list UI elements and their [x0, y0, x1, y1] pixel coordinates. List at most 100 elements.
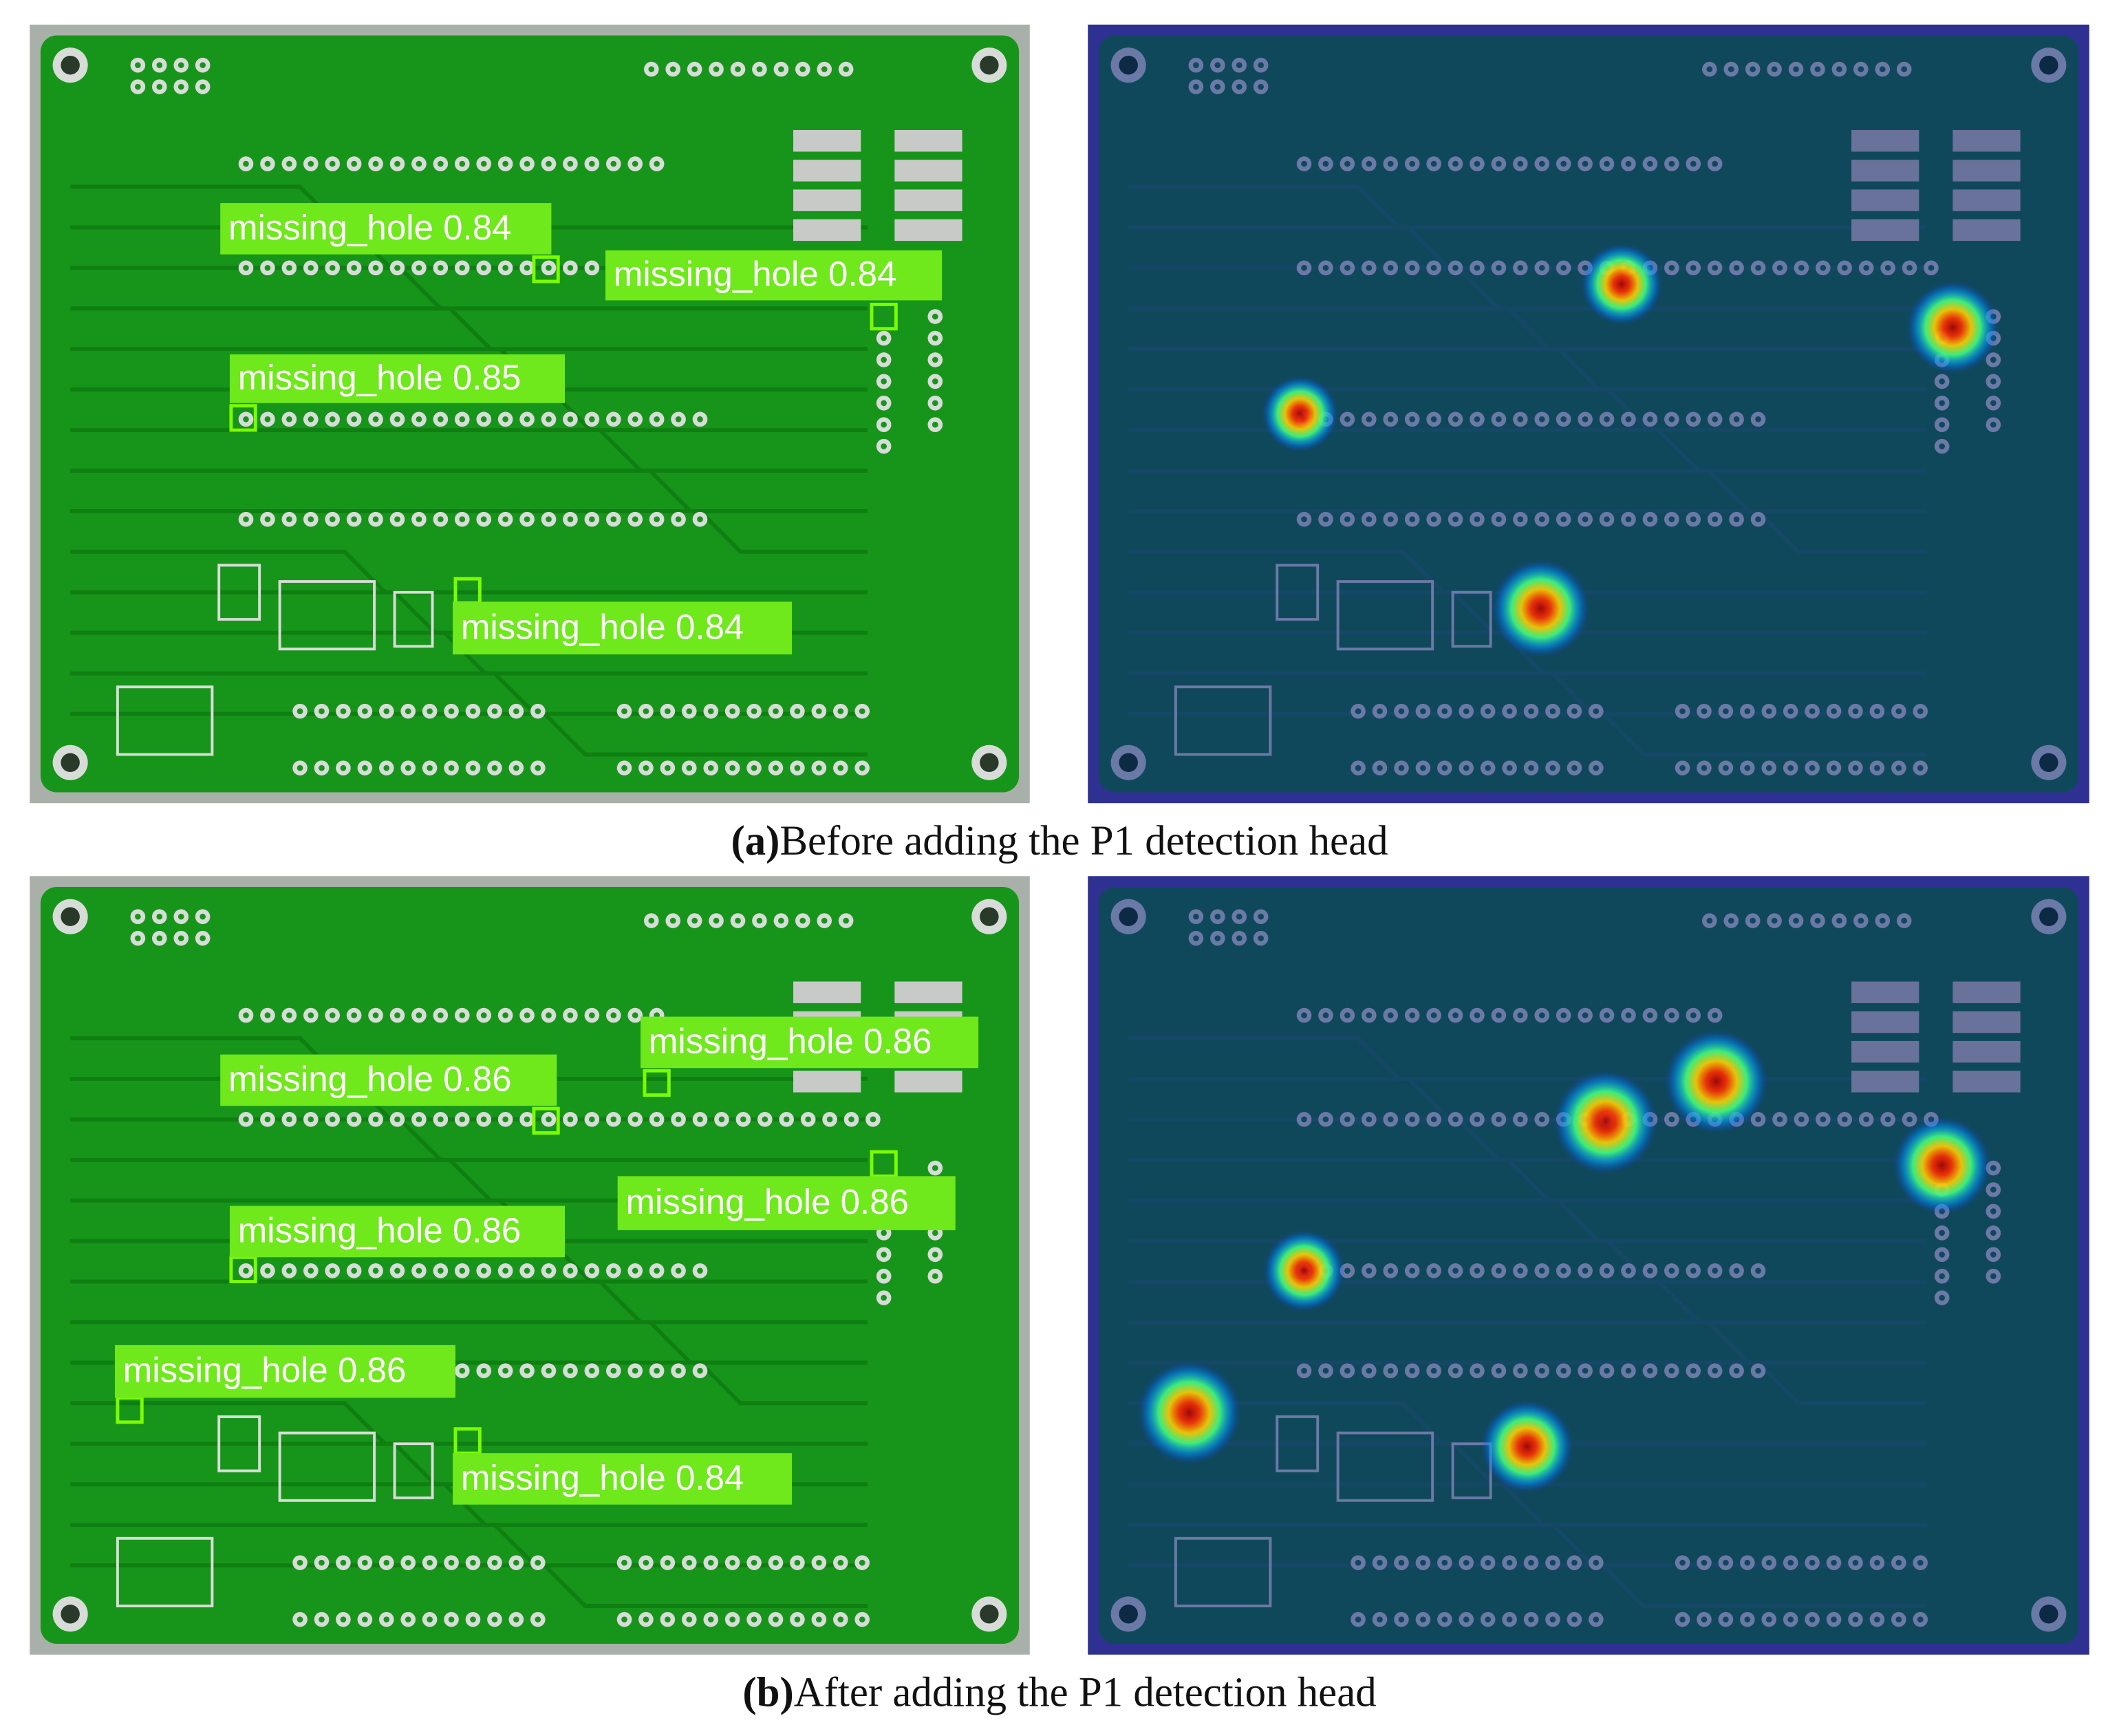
- pad-hole: [297, 708, 303, 714]
- pad-hole: [1301, 1116, 1307, 1123]
- pad-hole: [264, 265, 271, 271]
- trace: [70, 306, 868, 352]
- pad-hole: [1755, 1267, 1761, 1274]
- trace: [1128, 347, 1928, 392]
- pad-hole: [1582, 416, 1589, 422]
- caption: (a)Before adding the P1 detection head: [731, 818, 1388, 864]
- pad-hole: [816, 1616, 822, 1622]
- pad-hole: [1452, 416, 1459, 422]
- pad-hole: [1668, 416, 1675, 422]
- pad-hole: [1852, 1559, 1859, 1566]
- pad-hole: [1990, 400, 1997, 407]
- pad-hole: [1765, 1616, 1772, 1622]
- detection-box: [870, 302, 898, 331]
- pad-hole: [632, 416, 638, 422]
- caption-label: (a): [731, 818, 779, 864]
- pad-hole: [1496, 416, 1502, 422]
- pad-hole: [394, 416, 400, 422]
- pad-hole: [632, 1267, 638, 1274]
- pad-hole: [297, 1616, 303, 1622]
- pad-hole: [1387, 1367, 1394, 1374]
- pad-hole: [1744, 764, 1751, 771]
- pad-hole: [654, 1116, 660, 1123]
- pad-hole: [1258, 913, 1264, 920]
- detection-box: [643, 1069, 671, 1097]
- pad-hole: [156, 935, 163, 941]
- pad-hole: [340, 708, 347, 714]
- pad-hole: [1355, 1616, 1362, 1622]
- pad-hole: [286, 1012, 292, 1018]
- detection: missing_hole 0.86: [641, 1016, 979, 1097]
- pad-hole: [805, 1116, 811, 1123]
- pad-hole: [1420, 708, 1426, 714]
- pad-hole: [394, 160, 400, 167]
- pad-hole: [1538, 1116, 1545, 1123]
- pad-hole: [1728, 66, 1734, 72]
- pad-hole: [1344, 1267, 1351, 1274]
- pad-hole: [491, 1559, 498, 1566]
- pad-hole: [1236, 935, 1243, 941]
- pad-hole: [200, 935, 206, 941]
- pad-hole: [1355, 708, 1362, 714]
- pad-hole: [524, 1012, 530, 1018]
- pad-hole: [491, 708, 498, 714]
- pad-hole: [799, 66, 806, 72]
- pad-hole: [1258, 62, 1264, 69]
- pad-hole: [394, 1012, 400, 1018]
- pad-hole: [1463, 708, 1470, 714]
- smd-part: [894, 189, 962, 211]
- pad-hole: [1452, 265, 1459, 271]
- component: [1276, 564, 1320, 621]
- pad-hole: [589, 160, 595, 167]
- pcb-image: [30, 876, 1030, 1655]
- heat-spot: [1893, 1116, 1991, 1214]
- pad-hole: [135, 62, 141, 69]
- pad-hole: [837, 708, 844, 714]
- pad-hole: [567, 1116, 574, 1123]
- pad-hole: [697, 1367, 703, 1374]
- pad-hole: [1787, 1616, 1794, 1622]
- pad-hole: [837, 1559, 844, 1566]
- pad-hole: [1679, 1559, 1686, 1566]
- pad-hole: [1441, 1616, 1448, 1622]
- heat-spot: [1553, 1071, 1657, 1174]
- pad-hole: [243, 416, 249, 422]
- pad-hole: [697, 1267, 703, 1274]
- pad-hole: [546, 516, 552, 523]
- pad-hole: [480, 160, 487, 167]
- pad-hole: [773, 764, 779, 771]
- pad-hole: [1236, 62, 1243, 69]
- pad-hole: [264, 516, 271, 523]
- pad-hole: [491, 1616, 498, 1622]
- pad-hole: [513, 764, 519, 771]
- pad-hole: [1355, 1559, 1362, 1566]
- trace: [70, 1523, 868, 1568]
- pad-hole: [383, 1616, 390, 1622]
- pad-hole: [1322, 265, 1329, 271]
- pad-hole: [610, 160, 617, 167]
- pad-hole: [837, 764, 844, 771]
- pad-hole: [1939, 1230, 1946, 1236]
- pad-hole: [480, 516, 487, 523]
- pad-hole: [1549, 708, 1556, 714]
- pad-hole: [1776, 265, 1783, 271]
- mount-hole-center: [1119, 1605, 1138, 1624]
- pad-hole: [1755, 1367, 1761, 1374]
- pad-hole: [1690, 160, 1697, 167]
- smd-part: [894, 981, 962, 1003]
- smd-part: [894, 160, 962, 182]
- pad-hole: [1582, 516, 1589, 523]
- pad-hole: [546, 1012, 552, 1018]
- pad-hole: [1517, 160, 1524, 167]
- pad-hole: [1690, 1012, 1697, 1018]
- pad-hole: [1690, 1267, 1697, 1274]
- pad-hole: [438, 416, 444, 422]
- pad-hole: [1874, 1559, 1880, 1566]
- detection: missing_hole 0.86: [220, 1054, 560, 1135]
- pad-hole: [1744, 708, 1751, 714]
- pad-hole: [1560, 160, 1567, 167]
- smd-part: [793, 130, 861, 152]
- trace: [1128, 184, 1928, 230]
- pad-hole: [535, 708, 541, 714]
- pad-hole: [870, 1116, 876, 1123]
